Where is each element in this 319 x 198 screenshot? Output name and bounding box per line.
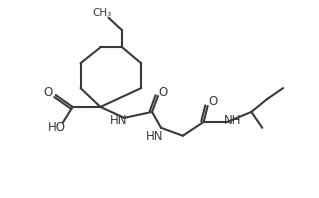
Text: NH: NH bbox=[224, 114, 241, 127]
Text: O: O bbox=[208, 95, 217, 109]
Text: CH₃: CH₃ bbox=[93, 8, 112, 18]
Text: HN: HN bbox=[109, 114, 127, 127]
Text: O: O bbox=[43, 86, 52, 99]
Text: HN: HN bbox=[146, 130, 164, 143]
Text: O: O bbox=[158, 86, 167, 99]
Text: HO: HO bbox=[48, 121, 66, 134]
